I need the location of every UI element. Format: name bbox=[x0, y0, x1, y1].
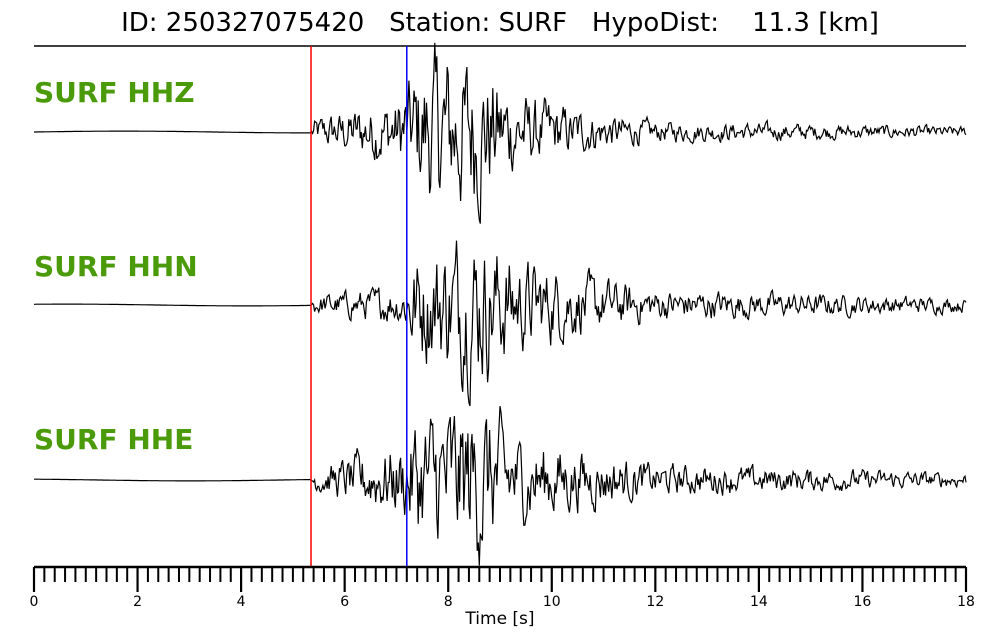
trace-label-hhn: SURF HHN bbox=[34, 250, 198, 283]
x-tick-label: 0 bbox=[30, 594, 39, 610]
x-tick-label: 8 bbox=[444, 594, 453, 610]
x-tick-label: 14 bbox=[750, 594, 768, 610]
hypocentral-distance: HypoDist: 11.3 [km] bbox=[591, 8, 879, 38]
x-tick-label: 16 bbox=[854, 594, 872, 610]
trace-label-hhe: SURF HHE bbox=[34, 423, 193, 456]
event-id: ID: 250327075420 bbox=[121, 8, 365, 38]
x-tick-label: 2 bbox=[133, 594, 142, 610]
x-axis-label: Time [s] bbox=[464, 609, 534, 629]
waveform-hhn bbox=[34, 240, 967, 407]
x-tick-label: 4 bbox=[237, 594, 246, 610]
station-name: Station: SURF bbox=[389, 8, 568, 38]
trace-label-hhz: SURF HHZ bbox=[34, 76, 195, 109]
waveform-hhe bbox=[34, 406, 967, 566]
figure-title: ID: 250327075420 Station: SURF HypoDist:… bbox=[0, 8, 1000, 38]
x-tick-label: 18 bbox=[957, 594, 975, 610]
x-tick-label: 10 bbox=[543, 594, 561, 610]
x-tick-label: 6 bbox=[340, 594, 349, 610]
waveform-hhz bbox=[34, 42, 967, 224]
x-tick-label: 12 bbox=[646, 594, 664, 610]
